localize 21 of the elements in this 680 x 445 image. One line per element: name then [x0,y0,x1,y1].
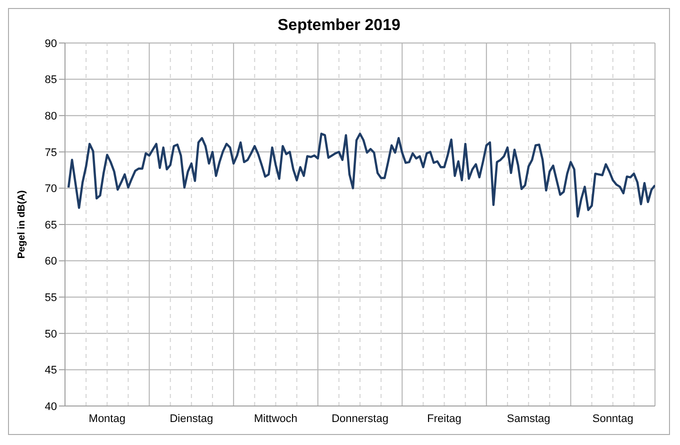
y-tick-label: 65 [44,219,57,232]
x-tick-label: Freitag [427,412,462,425]
y-tick-label: 40 [44,400,57,413]
y-tick-label: 55 [44,292,57,304]
y-tick-label: 45 [44,364,57,377]
x-tick-label: Montag [88,412,126,425]
y-axis-title: Pegel in dB(A) [16,190,28,259]
x-tick-label: Sonntag [592,412,634,425]
chart-title: September 2019 [276,17,402,36]
x-tick-label: Samstag [506,412,550,425]
line-series [67,132,655,218]
x-tick-label: Donnerstag [332,412,388,425]
x-tick-label: Mittwoch [254,412,298,425]
x-tick-label: Dienstag [170,412,214,425]
y-tick-label: 75 [44,146,57,159]
y-tick-label: 80 [44,110,57,123]
y-tick-label: 85 [44,74,57,86]
y-tick-label: 50 [44,328,57,340]
y-tick-label: 70 [44,183,57,196]
y-tick-label: 60 [44,256,57,268]
y-tick-label: 90 [44,38,57,50]
